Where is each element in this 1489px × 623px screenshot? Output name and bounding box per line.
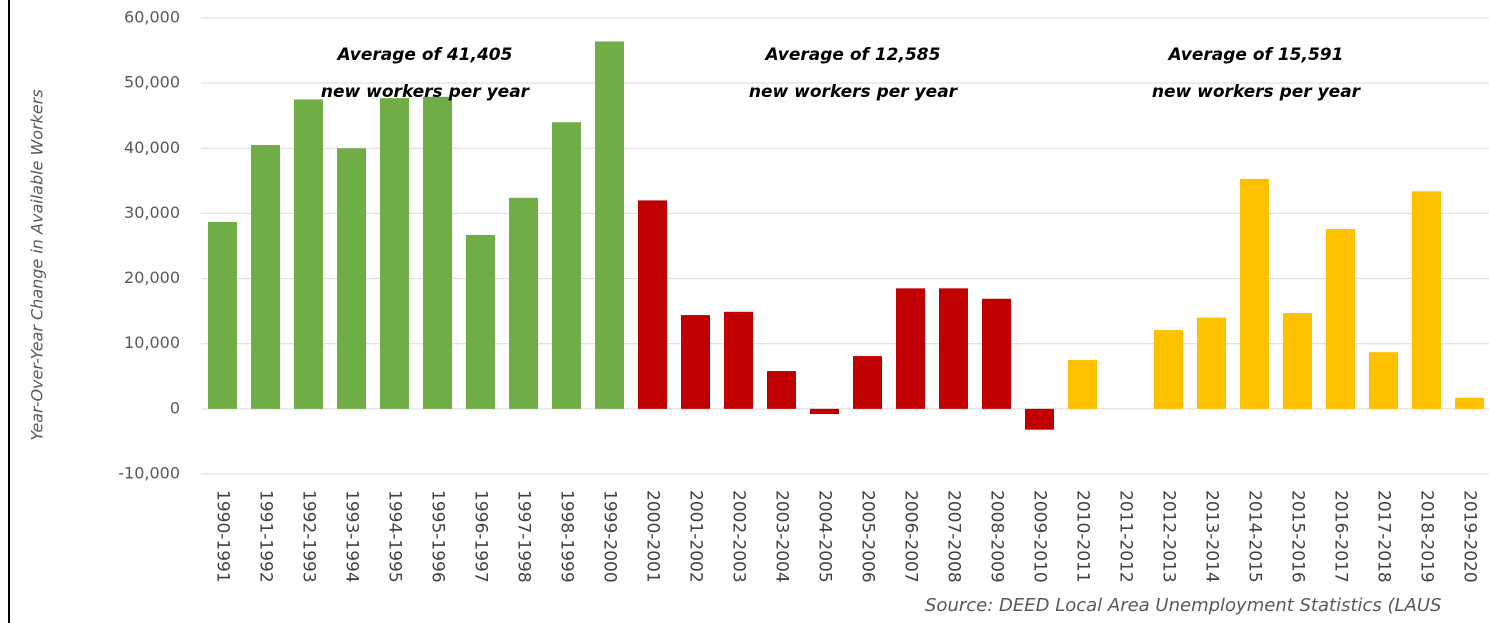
x-tick-label: 1993-1994	[342, 490, 362, 583]
x-tick-label: 1994-1995	[385, 490, 405, 583]
x-tick-label: 2007-2008	[944, 490, 964, 583]
x-tick-label: 1995-1996	[428, 490, 448, 583]
x-tick-label: 1997-1998	[514, 490, 534, 583]
y-tick-label: 60,000	[124, 8, 180, 27]
x-tick-label: 2005-2006	[858, 490, 878, 583]
x-tick-label: 2011-2012	[1116, 490, 1136, 583]
x-tick-label: 2008-2009	[987, 490, 1007, 583]
x-tick-label: 2002-2003	[729, 490, 749, 583]
bar	[208, 221, 237, 409]
x-tick-label: 1991-1992	[256, 490, 276, 583]
bar	[982, 298, 1011, 409]
bar	[1240, 178, 1269, 409]
x-tick-label: 2015-2016	[1288, 490, 1308, 583]
bar	[896, 288, 925, 409]
bar	[294, 99, 323, 409]
bar	[380, 98, 409, 409]
bar	[853, 356, 882, 409]
x-tick-label: 2003-2004	[772, 490, 792, 583]
bar	[552, 122, 581, 409]
x-tick-label: 1999-2000	[600, 490, 620, 583]
bar	[337, 148, 366, 409]
bar	[767, 371, 796, 409]
bar	[1154, 330, 1183, 409]
bar	[251, 145, 280, 409]
x-tick-label: 2016-2017	[1331, 490, 1351, 583]
y-tick-label: -10,000	[118, 464, 180, 483]
x-tick-label: 2006-2007	[901, 490, 921, 583]
y-tick-label: 10,000	[124, 333, 180, 352]
x-tick-label: 2018-2019	[1417, 490, 1437, 583]
annotation: new workers per year	[321, 82, 531, 102]
x-tick-label: 2000-2001	[643, 490, 663, 583]
x-tick-label: 2017-2018	[1374, 490, 1394, 583]
annotation: new workers per year	[1152, 82, 1362, 102]
bar	[1326, 229, 1355, 409]
bar	[810, 408, 839, 415]
bar	[1197, 317, 1226, 409]
source-note: Source: DEED Local Area Unemployment Sta…	[925, 595, 1441, 616]
bar	[681, 315, 710, 409]
bar	[1369, 352, 1398, 409]
bar	[638, 200, 667, 409]
x-tick-label: 2009-2010	[1030, 490, 1050, 583]
x-tick-label: 2001-2002	[686, 490, 706, 583]
y-tick-label: 20,000	[124, 268, 180, 287]
y-tick-label: 50,000	[124, 73, 180, 92]
bar	[466, 234, 495, 409]
annotation: Average of 41,405	[336, 45, 513, 65]
annotation: Average of 15,591	[1167, 45, 1344, 65]
y-axis-label: Year-Over-Year Change in Available Worke…	[28, 89, 47, 440]
bar	[1283, 313, 1312, 409]
x-tick-label: 2010-2011	[1073, 490, 1093, 583]
annotation: Average of 12,585	[764, 45, 941, 65]
bar	[939, 288, 968, 409]
x-tick-label: 2013-2014	[1202, 490, 1222, 583]
y-tick-label: 30,000	[124, 203, 180, 222]
x-tick-label: 1998-1999	[557, 490, 577, 583]
x-tick-label: 1996-1997	[471, 490, 491, 583]
y-tick-label: 40,000	[124, 138, 180, 157]
bar	[1412, 191, 1441, 409]
x-tick-label: 2019-2020	[1460, 490, 1480, 583]
x-tick-label: 1992-1993	[299, 490, 319, 583]
x-tick-label: 2004-2005	[815, 490, 835, 583]
bar	[1068, 360, 1097, 409]
x-tick-label: 2012-2013	[1159, 490, 1179, 583]
bar	[1025, 408, 1054, 430]
bar	[724, 311, 753, 409]
annotation: new workers per year	[749, 82, 959, 102]
bar	[509, 197, 538, 409]
bar	[1455, 397, 1484, 409]
x-tick-label: 1990-1991	[213, 490, 233, 583]
bar	[595, 41, 624, 409]
x-tick-label: 2014-2015	[1245, 490, 1265, 583]
y-tick-label: 0	[170, 398, 180, 417]
bar	[423, 96, 452, 409]
